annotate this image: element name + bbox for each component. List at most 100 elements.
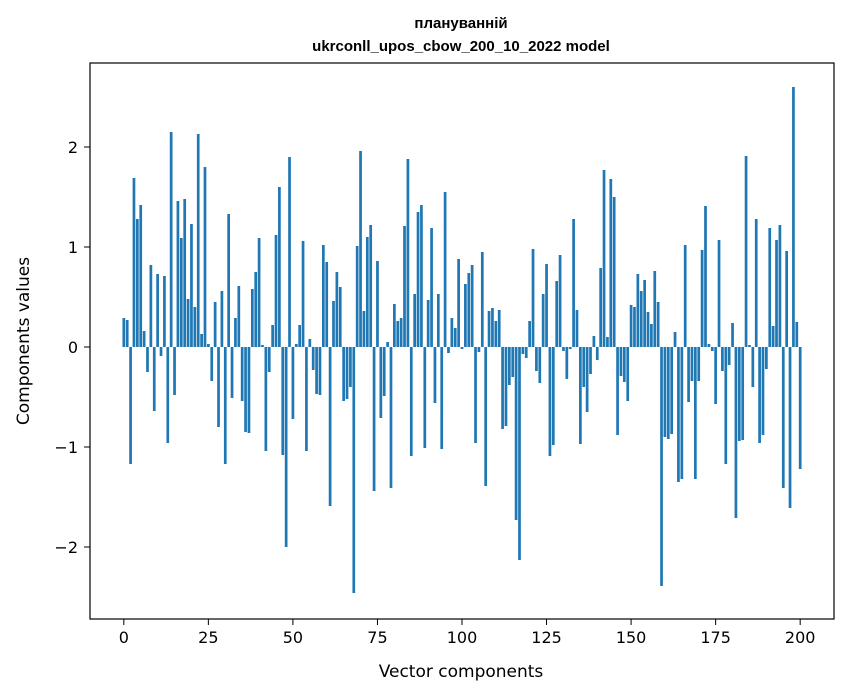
x-tick-label: 125 [531, 628, 562, 647]
bar-5 [139, 205, 143, 347]
bar-151 [633, 307, 636, 347]
bar-89 [423, 347, 427, 448]
bar-168 [690, 347, 694, 381]
bar-121 [531, 249, 535, 347]
bar-161 [666, 347, 670, 439]
bar-40 [257, 238, 261, 347]
bar-155 [646, 312, 650, 347]
x-tick-label: 50 [283, 628, 303, 647]
bar-142 [602, 170, 606, 347]
bar-34 [237, 286, 241, 347]
bar-116 [514, 347, 518, 520]
bar-32 [230, 347, 234, 398]
bar-107 [484, 347, 488, 486]
bar-145 [612, 197, 616, 347]
bar-55 [308, 339, 312, 347]
bar-21 [193, 307, 197, 347]
bar-135 [579, 347, 582, 444]
bar-64 [338, 287, 342, 347]
bar-137 [585, 347, 589, 412]
y-tick-label: −1 [54, 438, 78, 457]
bar-158 [656, 302, 660, 347]
bar-176 [717, 240, 721, 347]
bar-95 [443, 192, 447, 347]
bar-156 [650, 324, 653, 347]
x-axis-label: Vector components [379, 662, 544, 682]
bar-197 [788, 347, 792, 508]
bar-199 [795, 322, 799, 347]
bar-110 [494, 321, 498, 347]
y-tick-label: 1 [68, 238, 78, 257]
bars-group [122, 87, 802, 593]
bar-139 [592, 336, 596, 347]
bar-189 [761, 347, 765, 435]
bar-140 [595, 347, 599, 360]
bar-78 [386, 342, 389, 347]
bar-53 [301, 241, 305, 347]
bar-123 [538, 347, 542, 383]
bar-36 [244, 347, 247, 432]
bar-111 [497, 310, 501, 347]
bar-183 [741, 347, 745, 440]
bar-172 [704, 206, 707, 347]
bar-190 [765, 347, 768, 369]
bar-13 [166, 347, 170, 443]
bar-170 [697, 347, 701, 381]
bar-11 [159, 347, 163, 356]
bar-198 [792, 87, 795, 347]
bar-171 [700, 250, 704, 347]
bar-127 [551, 347, 555, 445]
bar-24 [203, 167, 207, 347]
bar-46 [278, 187, 281, 347]
bar-143 [606, 337, 609, 347]
bar-104 [474, 347, 477, 443]
plot-frame [89, 62, 835, 620]
bar-84 [406, 159, 410, 347]
chart-subtitle: ukrconll_upos_cbow_200_10_2022 model [312, 38, 610, 55]
bar-92 [433, 347, 437, 403]
bar-0 [122, 318, 126, 347]
bar-71 [362, 311, 366, 347]
bar-96 [447, 347, 450, 353]
bar-37 [247, 347, 251, 433]
bar-97 [450, 318, 454, 347]
bar-91 [430, 228, 433, 347]
bar-14 [169, 132, 173, 347]
bar-98 [453, 328, 457, 347]
bar-20 [190, 224, 193, 347]
bar-3 [132, 178, 136, 347]
bar-120 [528, 321, 531, 347]
bar-166 [683, 245, 687, 347]
bar-103 [470, 265, 474, 347]
bar-12 [163, 276, 166, 347]
bar-102 [467, 273, 471, 347]
bar-87 [416, 212, 420, 347]
bar-109 [491, 308, 494, 347]
bar-2 [129, 347, 132, 464]
bar-54 [305, 347, 308, 451]
bar-41 [261, 345, 264, 347]
bar-75 [376, 261, 379, 347]
bar-100 [460, 347, 464, 349]
bar-164 [677, 347, 680, 482]
bar-148 [622, 347, 626, 382]
bar-114 [507, 347, 511, 385]
bar-165 [680, 347, 684, 479]
bar-118 [521, 347, 525, 354]
y-tick-label: −2 [54, 538, 78, 557]
bar-129 [558, 255, 562, 347]
x-tick-label: 200 [785, 628, 816, 647]
bar-66 [345, 347, 349, 399]
bar-144 [609, 179, 613, 347]
bar-30 [223, 347, 227, 464]
bar-63 [335, 272, 339, 347]
bar-160 [663, 347, 667, 437]
bar-149 [626, 347, 630, 401]
bar-80 [393, 304, 396, 347]
bar-113 [504, 347, 508, 426]
bar-179 [727, 347, 731, 365]
bar-49 [288, 157, 291, 347]
bar-177 [721, 347, 724, 371]
bar-93 [436, 294, 440, 347]
x-tick-label: 100 [447, 628, 478, 647]
